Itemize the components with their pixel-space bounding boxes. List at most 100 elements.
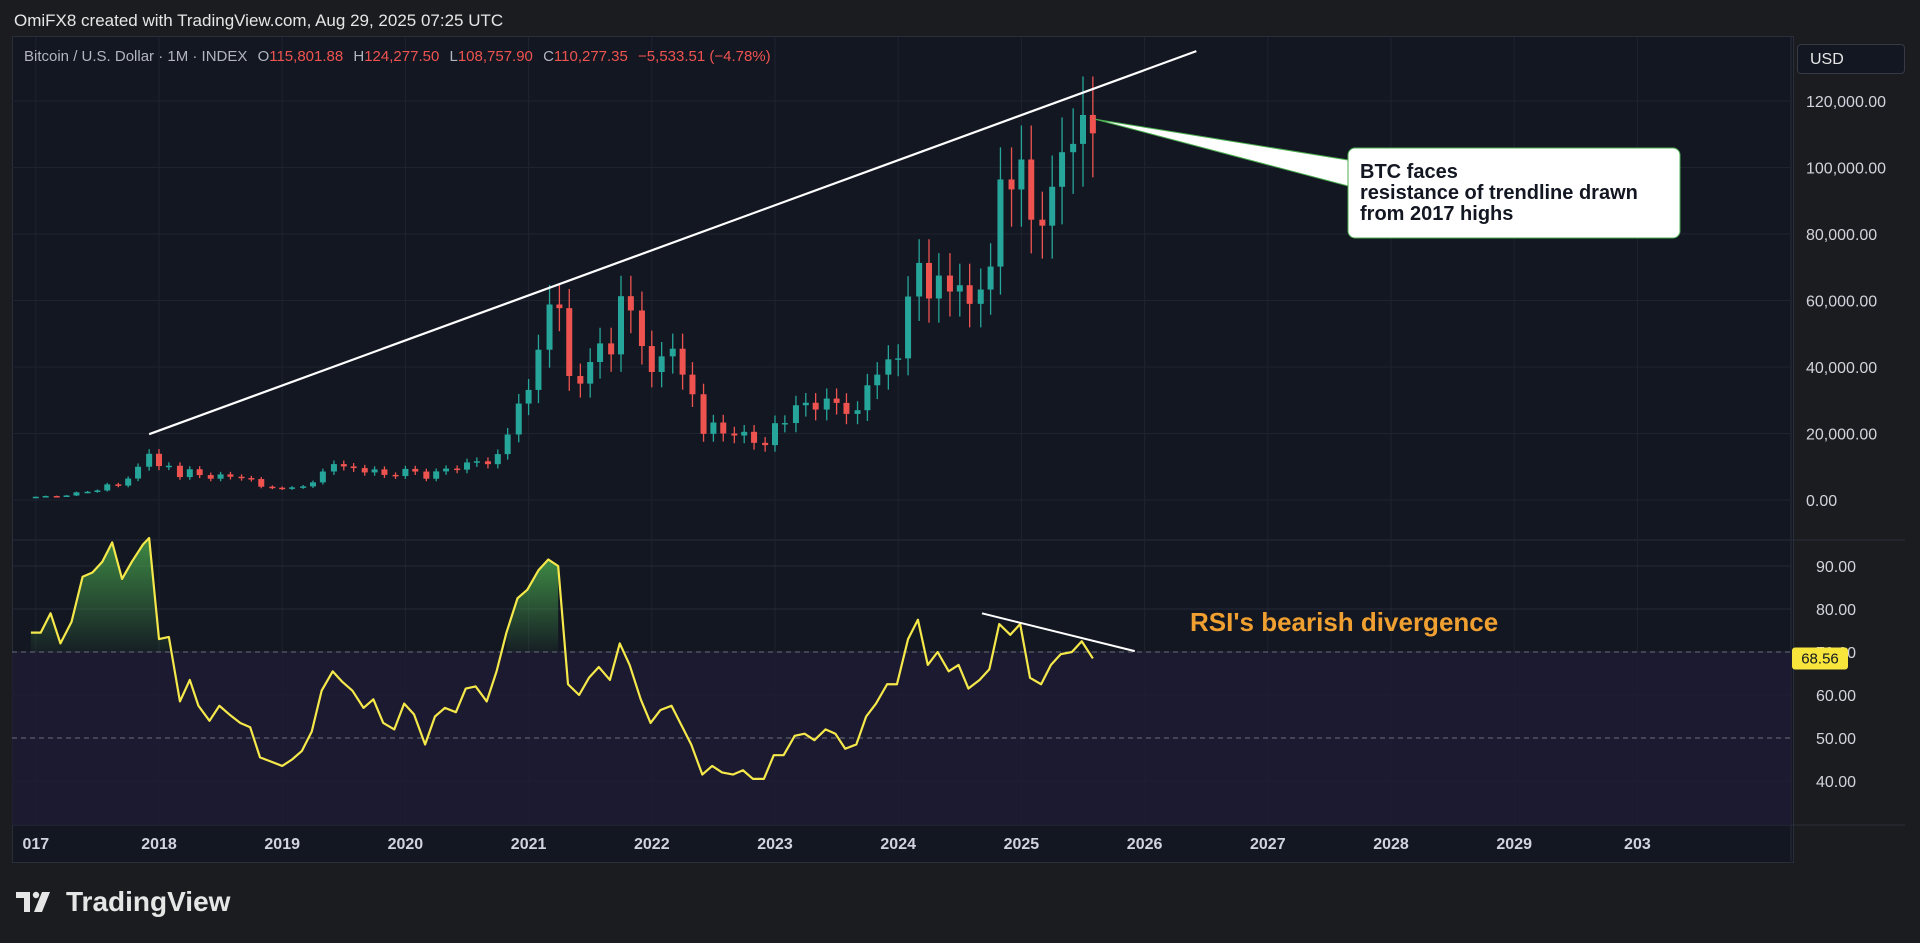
time-tick-label: 2028 [1373,836,1409,853]
rsi-overbought-fill [30,538,169,652]
candle-body [340,464,347,467]
footer-logo-text: TradingView [66,886,231,917]
rsi-tick-label: 90.00 [1816,559,1856,576]
currency-button[interactable]: USD [1797,44,1905,74]
price-pane[interactable] [32,76,1096,499]
rsi-overbought-fill [506,559,559,652]
candle-body [781,423,788,425]
legend-low-value: 108,757.90 [457,48,533,65]
candle-body [741,431,748,436]
candle-body [84,491,91,494]
legend-open-value: 115,801.88 [269,48,344,65]
candle-body [926,262,932,299]
legend-close-value: 110,277.35 [553,48,628,65]
time-tick-label: 2021 [511,836,547,853]
candle-body [731,433,738,436]
price-tick-label: 0.00 [1806,493,1837,510]
candle-body [885,359,892,375]
candle-body [186,469,193,478]
candle-body [433,471,440,479]
candle-body [515,403,522,435]
candle-body [1080,114,1086,144]
candle-body [946,275,953,292]
price-tick-label: 120,000.00 [1806,94,1886,111]
candle-body [146,453,153,467]
candle-body [648,346,655,372]
candle-body [289,487,296,489]
rsi-tick-label: 50.00 [1816,731,1856,748]
price-legend: Bitcoin / U.S. Dollar · 1M · INDEX O115,… [24,48,771,65]
header-credit: OmiFX8 created with TradingView.com, Aug… [14,11,504,30]
rsi-line [30,536,1094,780]
candle-body [115,484,122,486]
candle-body [392,474,399,477]
callout-joint [1349,160,1353,186]
candle-body [854,410,861,414]
trendline-2017-highs [148,50,1197,436]
candle-body [217,474,224,479]
time-tick-label: 2018 [141,836,177,853]
candle-body [73,492,80,496]
callout-text-line: from 2017 highs [1360,203,1513,225]
candle-body [248,478,255,480]
candle-body [792,405,799,424]
footer-logo[interactable]: TradingView [16,886,230,918]
time-tick-label: 2029 [1496,836,1532,853]
candle-body [1049,186,1056,226]
callout-text-line: BTC faces [1360,161,1458,183]
candle-body [864,385,871,411]
candle-body [53,496,60,498]
candle-body [1008,179,1015,190]
candle-body [412,468,419,472]
candle-body [638,310,645,347]
time-tick-label: 2026 [1127,836,1163,853]
candle-body [966,285,973,304]
candle-body [473,461,480,463]
tradingview-logo-icon [16,891,50,912]
candle-body [566,308,573,376]
rsi-tick-label: 80.00 [1816,602,1856,619]
candle-body [535,349,542,390]
price-tick-label: 40,000.00 [1806,360,1877,377]
candle-body [258,479,265,487]
annotation-layer[interactable]: RSI's bearish divergence BTC facesresista… [148,50,1681,653]
candle-body [300,486,307,488]
candle-body [905,296,912,359]
candle-body [125,478,132,486]
candle-body [279,487,286,490]
rsi-value-label: 68.56 [1801,650,1839,667]
candle-body [751,431,758,443]
candle-body [627,296,634,311]
time-tick-label: 2019 [264,836,300,853]
time-tick-label: 2023 [757,836,793,853]
candle-body [94,490,101,492]
candle-body [361,468,368,473]
candle-body [597,343,604,363]
candle-body [1089,114,1096,134]
candle-body [1018,159,1025,190]
time-tick-label: 2027 [1250,836,1286,853]
legend-close-label: C [543,48,554,65]
legend-symbol: Bitcoin / U.S. Dollar · 1M · INDEX [24,48,248,65]
legend-open-label: O [257,48,270,65]
candle-body [895,358,902,360]
rsi-tick-label: 40.00 [1816,774,1856,791]
legend-high-value: 124,277.50 [364,48,440,65]
candle-body [977,289,984,304]
candle-body [577,375,584,384]
candle-body [1039,219,1046,226]
candle-body [494,454,501,465]
rsi-divergence-line [981,612,1135,653]
candle-body [196,469,203,476]
candle-body [997,179,1004,267]
legend-change: −5,533.51 (−4.78%) [638,48,771,65]
candle-body [32,496,39,499]
candle-body [371,469,378,473]
callout-text-line: resistance of trendline drawn [1360,182,1638,204]
candle-body [1028,159,1035,220]
rsi-pane[interactable] [12,536,1791,825]
price-tick-label: 60,000.00 [1806,294,1877,311]
time-tick-label: 2022 [634,836,670,853]
candle-body [310,482,316,487]
